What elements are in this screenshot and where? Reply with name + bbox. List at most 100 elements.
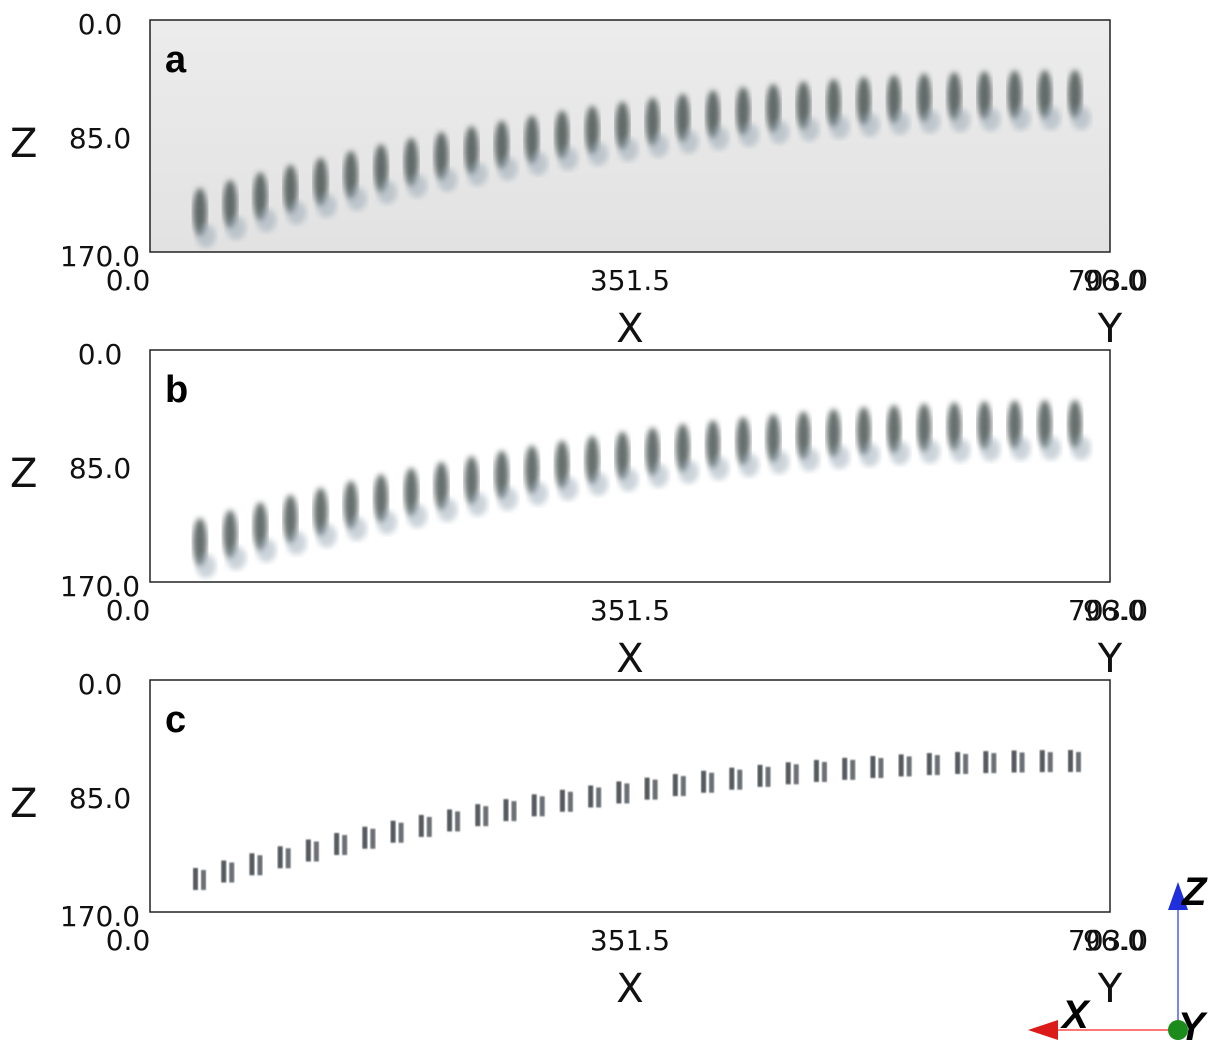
volume-blob [555,110,570,159]
volume-blob [926,753,932,776]
volume-shadow [588,141,609,166]
volume-shadow [829,114,850,139]
volume-blob [1011,750,1017,773]
volume-blob [285,848,291,869]
volume-blob [765,766,771,787]
x-tick-label: 0.0 [106,594,151,627]
volume-shadow [558,146,579,171]
volume-shadow [497,156,518,181]
volume-blob [645,427,660,476]
volume-blob [390,820,396,843]
volume-shadow [226,546,247,571]
x-arrow [1028,1020,1058,1040]
volume-blob [193,868,198,890]
volume-blob [503,799,509,822]
volume-blob [596,787,602,808]
z-tick-label: 85.0 [69,452,131,485]
volume-blob [539,796,545,817]
volume-blob [947,402,962,451]
volume-blob [1039,750,1045,773]
volume-blob [615,431,630,480]
volume-shadow [889,111,910,136]
volume-blob [313,157,328,206]
volume-blob [511,801,517,822]
volume-blob [644,777,650,800]
volume-blob [524,445,539,494]
z-tick-label: 85.0 [69,782,131,815]
volume-blob [418,814,424,837]
volume-shadow [920,439,941,464]
volume-blob [313,841,319,862]
volume-blob [223,510,238,559]
volume-blob [494,450,509,499]
volume-blob [705,420,720,469]
panel-label: c [165,699,186,741]
volume-blob [934,755,940,776]
volume-blob [253,502,268,551]
volume-shadow [708,456,729,481]
volume-shadow [739,452,760,477]
volume-blob [963,753,969,774]
volume-blob [494,120,509,169]
volume-shadow [316,523,337,548]
volume-shadow [950,108,971,133]
z-axis-title: Z [10,121,37,167]
volume-blob [898,754,904,777]
volume-blob [906,756,912,777]
volume-blob [917,403,932,452]
volume-blob [193,188,207,236]
volume-blob [283,494,298,543]
volume-blob [253,172,268,221]
volume-blob [826,408,841,457]
z-tick-label: 170.0 [60,240,140,273]
volume-blob [283,164,298,213]
volume-shadow [437,167,458,192]
volume-blob [249,853,255,876]
volume-shadow [678,129,699,154]
x-axis-title: X [616,306,643,352]
volume-blob [645,97,660,146]
volume-blob [334,833,340,856]
volume-blob [977,401,992,450]
volume-blob [796,411,811,460]
volume-blob [221,860,227,883]
volume-blob [917,73,932,122]
y-axis-title: Y [1097,966,1123,1012]
volume-blob [1007,70,1022,119]
volume-blob [757,764,763,787]
volume-shadow [558,476,579,501]
volume-blob [842,757,848,780]
volume-blob [983,751,989,774]
z-tick-label: 0.0 [78,668,123,701]
volume-blob [374,474,389,523]
volume-blob [766,414,781,463]
volume-blob [567,791,573,812]
volume-shadow [980,437,1001,462]
volume-blob [785,762,791,785]
volume-shadow [1071,436,1091,460]
volume-shadow [708,126,729,151]
volume-shadow [1071,106,1091,130]
volume-blob [813,759,819,782]
volume-blob [766,84,781,133]
volume-blob [736,416,751,465]
volume-blob [305,839,311,862]
volume-blob [1076,752,1081,772]
volume-blob [991,753,997,774]
x-tick-label: 0.0 [106,924,151,957]
x-tick-label: 351.5 [590,924,670,957]
y-axis-dot [1168,1020,1188,1040]
volume-blob [1068,70,1082,118]
volume-shadow [1010,106,1031,131]
volume-shadow [407,173,428,198]
z-tick-label: 85.0 [69,122,131,155]
plot-area [149,349,1111,583]
volume-shadow [920,109,941,134]
volume-shadow [769,120,790,145]
volume-shadow [527,151,548,176]
volume-blob [343,480,358,529]
x-tick-label: 351.5 [590,264,670,297]
volume-blob [672,774,678,797]
